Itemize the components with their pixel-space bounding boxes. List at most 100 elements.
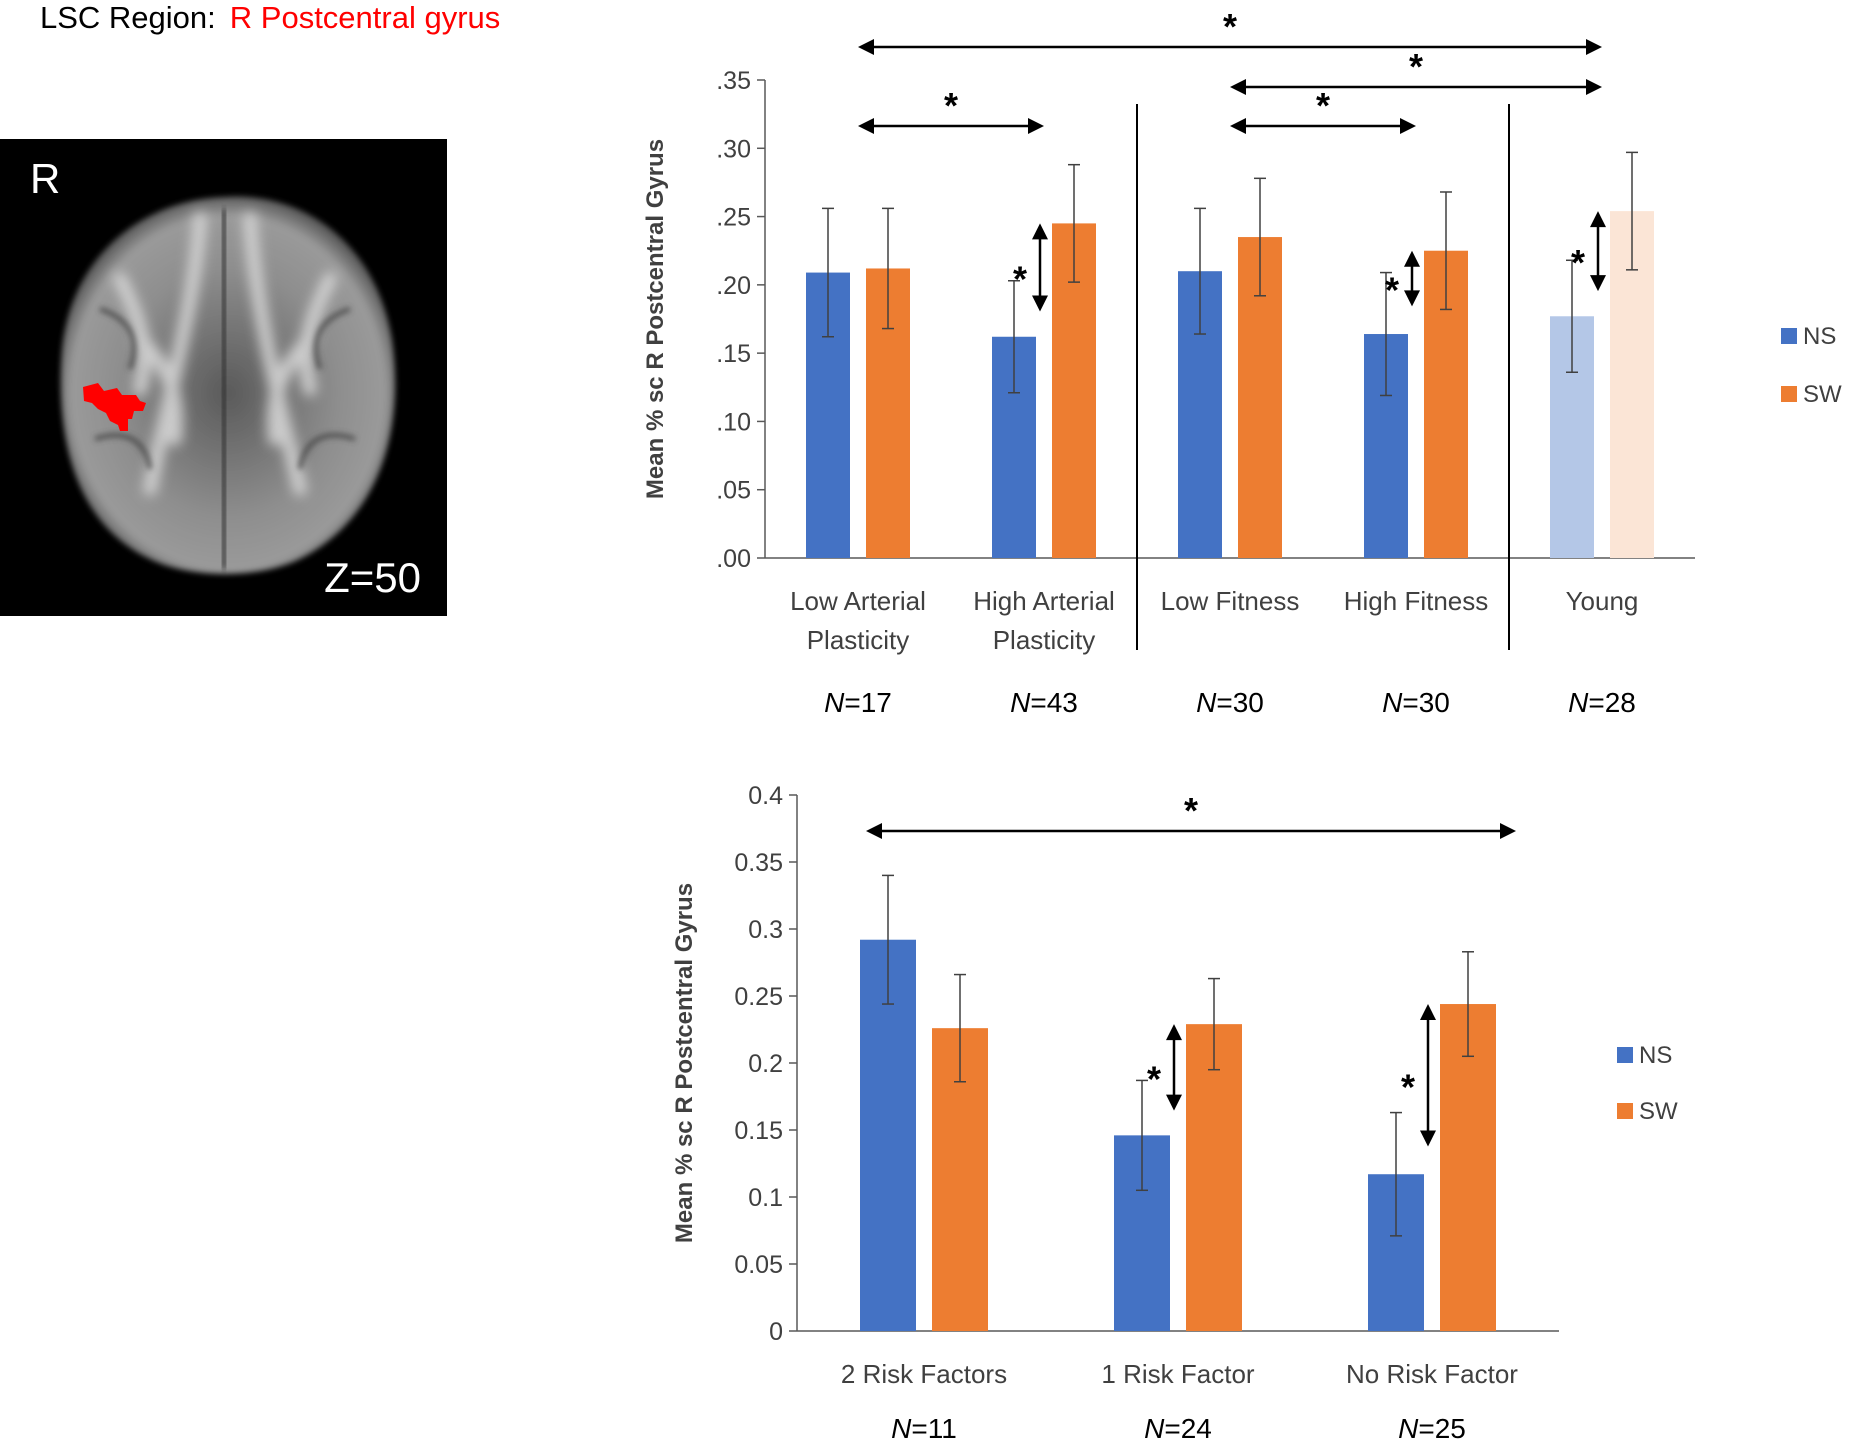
y-tick-label: 0.05 xyxy=(734,1251,783,1279)
category-label-line: 1 Risk Factor xyxy=(1101,1359,1254,1389)
sample-size-label: N=43 xyxy=(1010,687,1078,718)
sample-size-value: =11 xyxy=(911,1413,956,1444)
within-group-arrow-head xyxy=(1166,1024,1182,1041)
region-name: R Postcentral gyrus xyxy=(229,0,501,35)
sample-size-label: N=25 xyxy=(1398,1413,1466,1444)
sample-size-label: N=28 xyxy=(1568,687,1636,718)
significance-star: * xyxy=(1013,258,1027,299)
within-group-arrow-head xyxy=(1404,250,1420,267)
within-group-arrow-head xyxy=(1166,1094,1182,1111)
sample-size-prefix: N xyxy=(1196,687,1217,718)
brain-tissue xyxy=(60,196,396,574)
sample-size-value: =30 xyxy=(1402,687,1450,718)
category-label-line: Low Fitness xyxy=(1161,586,1300,616)
category-label: 1 Risk Factor xyxy=(1101,1359,1254,1389)
region-header-label: LSC Region: xyxy=(40,0,216,35)
sample-size-label: N=11 xyxy=(891,1413,957,1444)
region-of-interest-marker xyxy=(83,383,146,431)
significance-star: * xyxy=(1401,1066,1415,1107)
y-tick-label: 0 xyxy=(769,1318,783,1346)
sample-size-prefix: N xyxy=(1010,687,1031,718)
significance-star: * xyxy=(1184,790,1198,831)
y-tick-label: 0.25 xyxy=(734,983,783,1011)
sample-size-label: N=30 xyxy=(1196,687,1264,718)
legend-swatch-ns xyxy=(1781,328,1797,344)
significance-star: * xyxy=(1223,6,1237,47)
y-tick-label: .05 xyxy=(716,477,751,505)
bar-sw xyxy=(1186,1024,1242,1331)
within-group-arrow-head xyxy=(1420,1130,1436,1147)
category-label-line: High Fitness xyxy=(1344,586,1489,616)
sample-size-label: N=17 xyxy=(824,687,892,718)
comparison-arrow-head xyxy=(1400,118,1416,134)
comparison-arrow-head xyxy=(1586,39,1602,55)
comparison-arrow-head xyxy=(1230,79,1246,95)
y-tick-label: 0.2 xyxy=(748,1050,783,1078)
y-tick-label: 0.3 xyxy=(748,916,783,944)
brain-slice-image: R Z=50 xyxy=(0,139,447,616)
category-label-line: Plasticity xyxy=(807,625,910,655)
comparison-arrow-head xyxy=(1028,118,1044,134)
category-label: Young xyxy=(1566,586,1639,616)
within-group-arrow-head xyxy=(1404,290,1420,307)
bar-ns xyxy=(860,939,916,1331)
significance-star: * xyxy=(1316,85,1330,126)
y-tick-label: .30 xyxy=(716,135,751,163)
sample-size-value: =30 xyxy=(1216,687,1264,718)
comparison-arrow-head xyxy=(858,39,874,55)
comparison-arrow-head xyxy=(858,118,874,134)
sample-size-prefix: N xyxy=(1398,1413,1419,1444)
category-label-line: Low Arterial xyxy=(790,586,926,616)
sample-size-prefix: N xyxy=(1382,687,1403,718)
legend-label-sw: SW xyxy=(1639,1098,1678,1125)
y-tick-label: 0.1 xyxy=(748,1184,783,1212)
sample-size-value: =24 xyxy=(1164,1413,1212,1444)
comparison-arrow-head xyxy=(1586,79,1602,95)
significance-star: * xyxy=(1571,242,1585,283)
sample-size-value: =43 xyxy=(1030,687,1078,718)
category-label: High Arterial Plasticity xyxy=(973,586,1115,655)
sample-size-prefix: N xyxy=(824,687,845,718)
legend-label-sw: SW xyxy=(1803,381,1842,408)
brain-slice-drawing xyxy=(60,196,396,574)
category-label-line: No Risk Factor xyxy=(1346,1359,1518,1389)
sample-size-value: =28 xyxy=(1588,687,1636,718)
y-tick-label: .00 xyxy=(716,545,751,573)
category-label: High Fitness xyxy=(1344,586,1489,616)
legend-swatch-ns xyxy=(1617,1047,1633,1063)
within-group-arrow-head xyxy=(1032,295,1048,312)
y-tick-label: .25 xyxy=(716,204,751,232)
sample-size-prefix: N xyxy=(891,1413,912,1444)
category-label: 2 Risk Factors xyxy=(841,1359,1007,1389)
legend-swatch-sw xyxy=(1781,386,1797,402)
within-group-arrow-head xyxy=(1590,211,1606,228)
sample-size-label: N=24 xyxy=(1144,1413,1212,1444)
y-tick-label: .35 xyxy=(716,67,751,95)
comparison-arrow-head xyxy=(1230,118,1246,134)
y-tick-label: 0.4 xyxy=(748,782,783,810)
y-tick-label: 0.15 xyxy=(734,1117,783,1145)
brain-slice-label: Z=50 xyxy=(324,554,421,601)
category-label-line: Young xyxy=(1566,586,1639,616)
comparison-arrow-head xyxy=(866,823,882,839)
sample-size-value: =17 xyxy=(844,687,892,718)
legend-label-ns: NS xyxy=(1639,1042,1672,1069)
category-label: No Risk Factor xyxy=(1346,1359,1518,1389)
sample-size-prefix: N xyxy=(1144,1413,1165,1444)
significance-star: * xyxy=(1147,1058,1161,1099)
legend-swatch-sw xyxy=(1617,1103,1633,1119)
chart-top: .00 .05 .10 .15 .20 .25 .30 .35 Mean % sc R Post… xyxy=(642,6,1842,718)
y-tick-label: 0.35 xyxy=(734,849,783,877)
y-tick-label: .15 xyxy=(716,340,751,368)
legend-label-ns: NS xyxy=(1803,323,1836,350)
significance-star: * xyxy=(1409,46,1423,87)
bar-sw xyxy=(1440,1004,1496,1331)
sample-size-label: N=30 xyxy=(1382,687,1450,718)
category-label: Low Arterial Plasticity xyxy=(790,586,926,655)
category-label: Low Fitness xyxy=(1161,586,1300,616)
y-axis-title: Mean % sc R Postcentral Gyrus xyxy=(642,139,669,499)
category-label-line: Plasticity xyxy=(993,625,1096,655)
y-tick-label: .10 xyxy=(716,408,751,436)
region-header: LSC Region: R Postcentral gyrus xyxy=(40,0,500,36)
